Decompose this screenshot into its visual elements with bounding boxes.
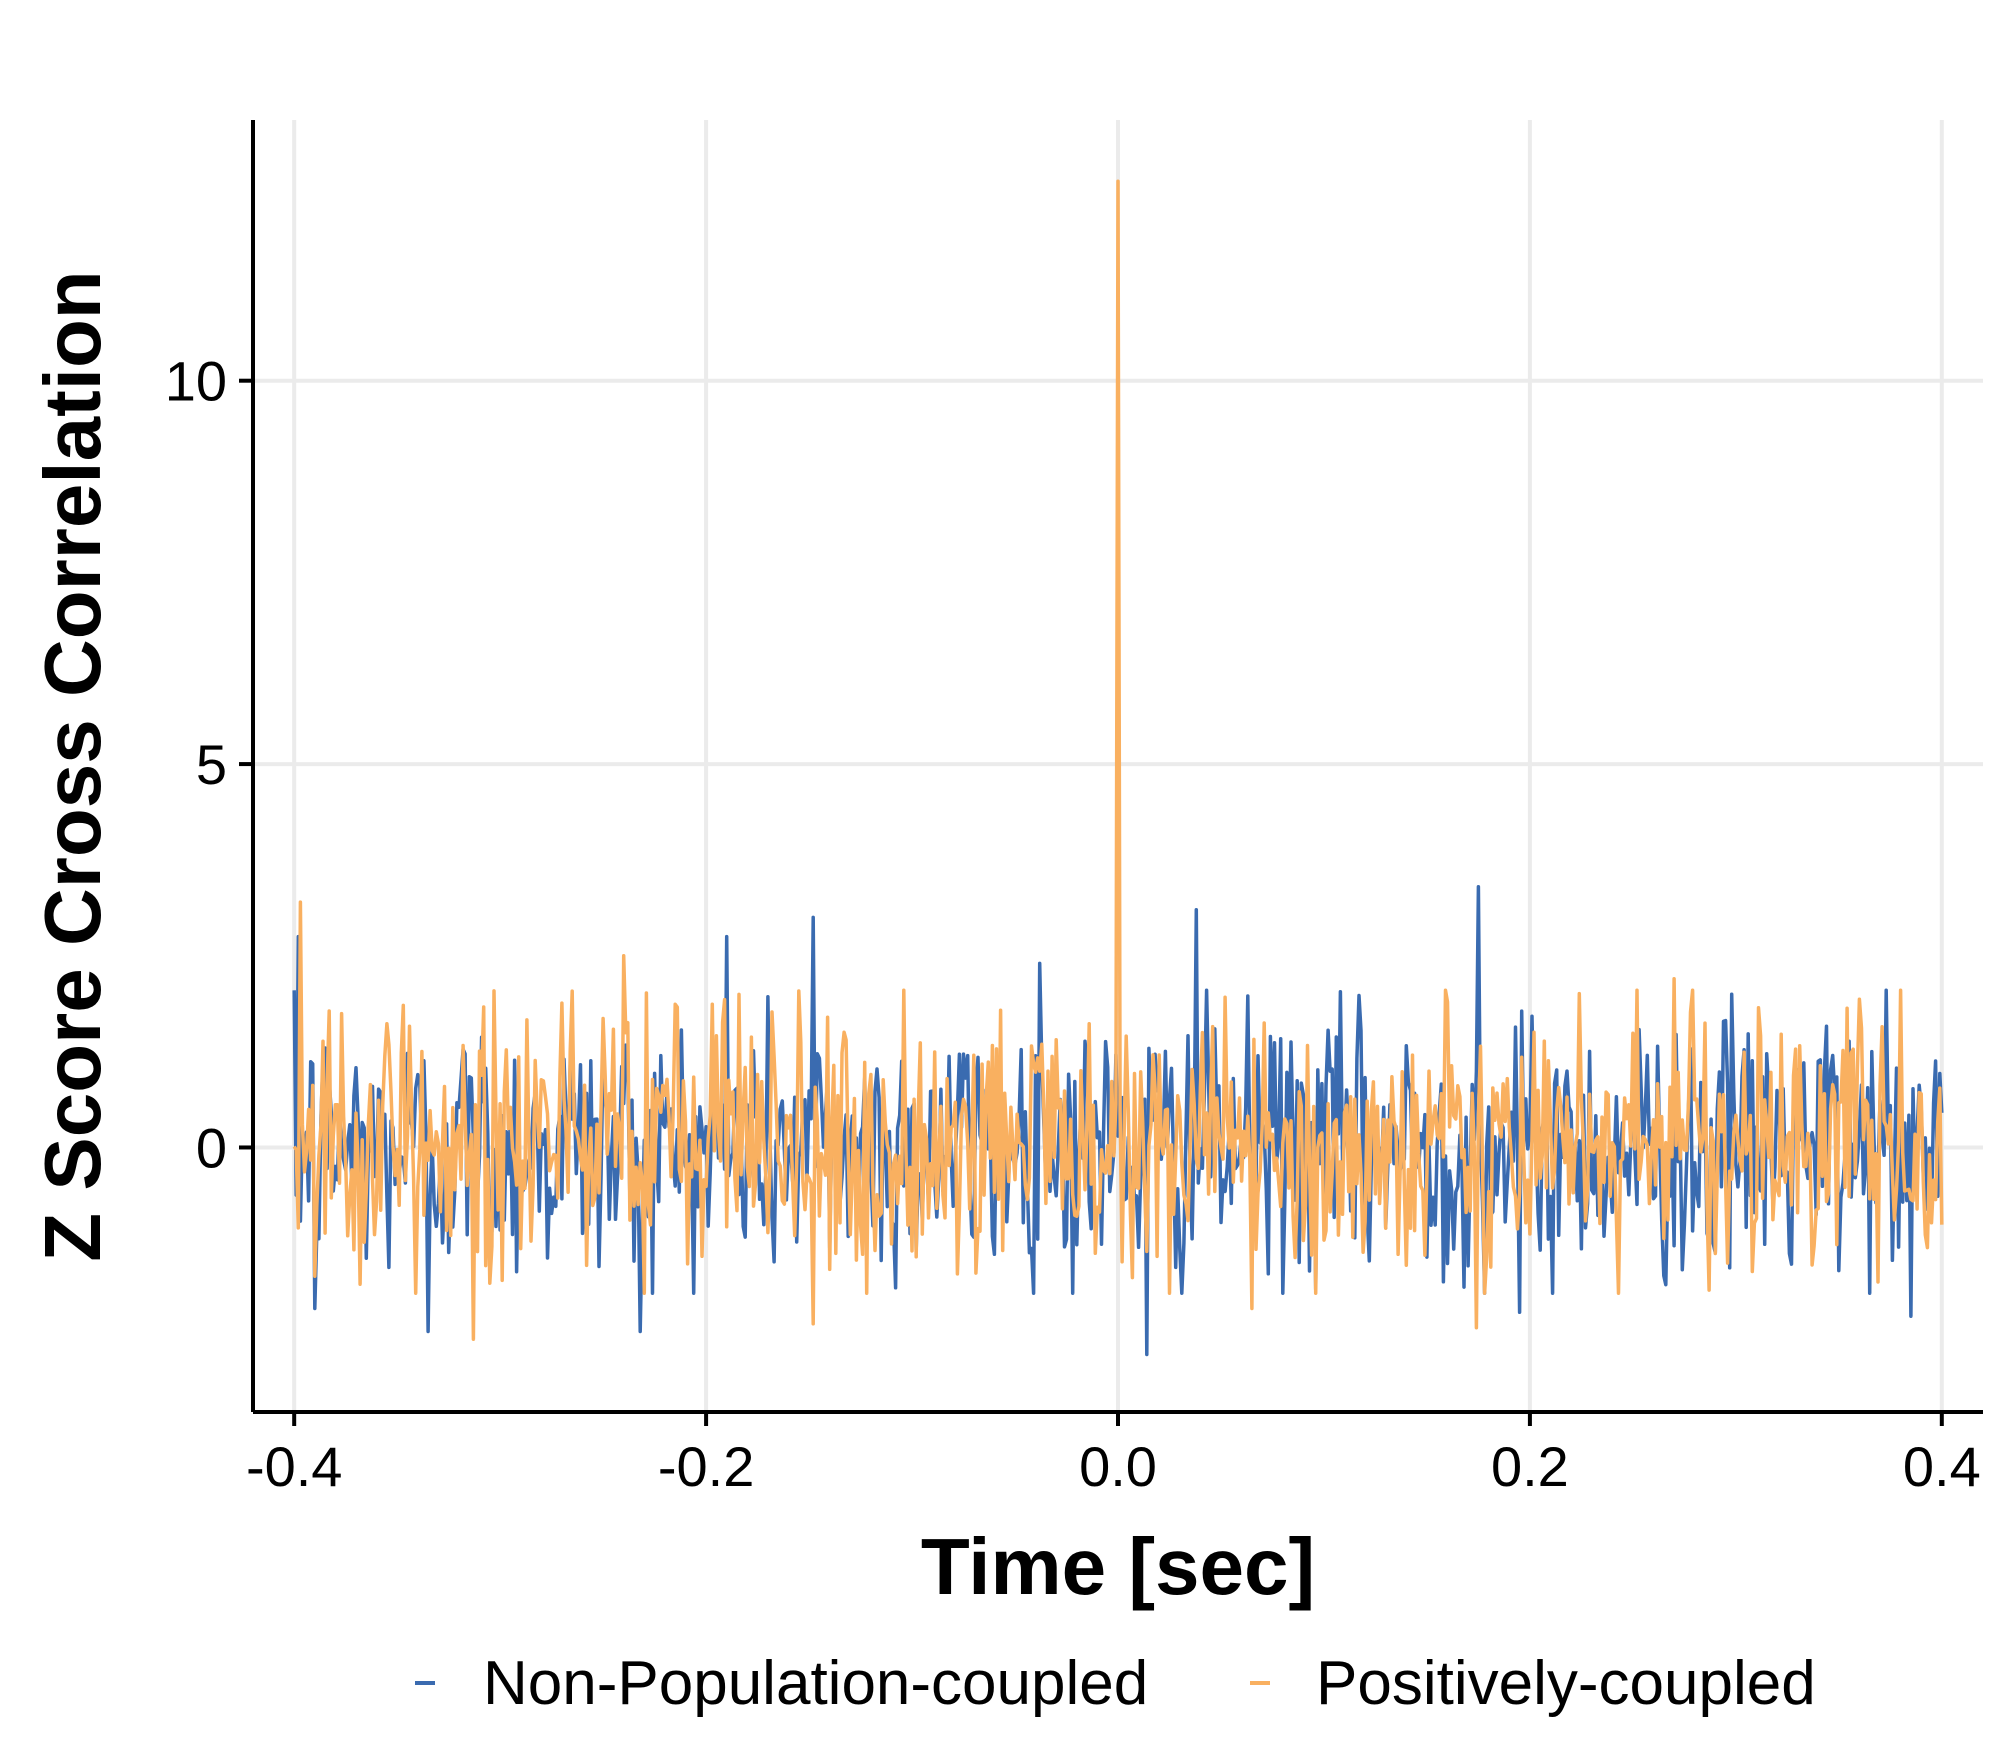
x-axis-ticks: -0.4 -0.2 0.0 0.2 0.4	[246, 1412, 1981, 1498]
x-tick-label: 0.2	[1491, 1435, 1569, 1498]
legend-label-positively-coupled: Positively-coupled	[1316, 1649, 1816, 1718]
series-line-1	[292, 179, 1944, 1341]
legend-label-non-population-coupled: Non-Population-coupled	[483, 1649, 1148, 1718]
plot-series	[292, 179, 1944, 1357]
y-tick-label: 5	[196, 733, 227, 796]
x-tick-label: 0.0	[1079, 1435, 1157, 1498]
y-tick-label: 10	[165, 350, 227, 413]
y-axis-title: Z Score Cross Correlation	[28, 270, 117, 1261]
legend: Non-Population-coupled Positively-couple…	[415, 1649, 1816, 1718]
x-tick-label: -0.4	[246, 1435, 343, 1498]
x-tick-label: -0.2	[658, 1435, 755, 1498]
x-tick-label: 0.4	[1903, 1435, 1981, 1498]
y-tick-label: 0	[196, 1116, 227, 1179]
x-axis-title: Time [sec]	[921, 1522, 1315, 1611]
y-axis-ticks: 0 5 10	[165, 350, 253, 1179]
